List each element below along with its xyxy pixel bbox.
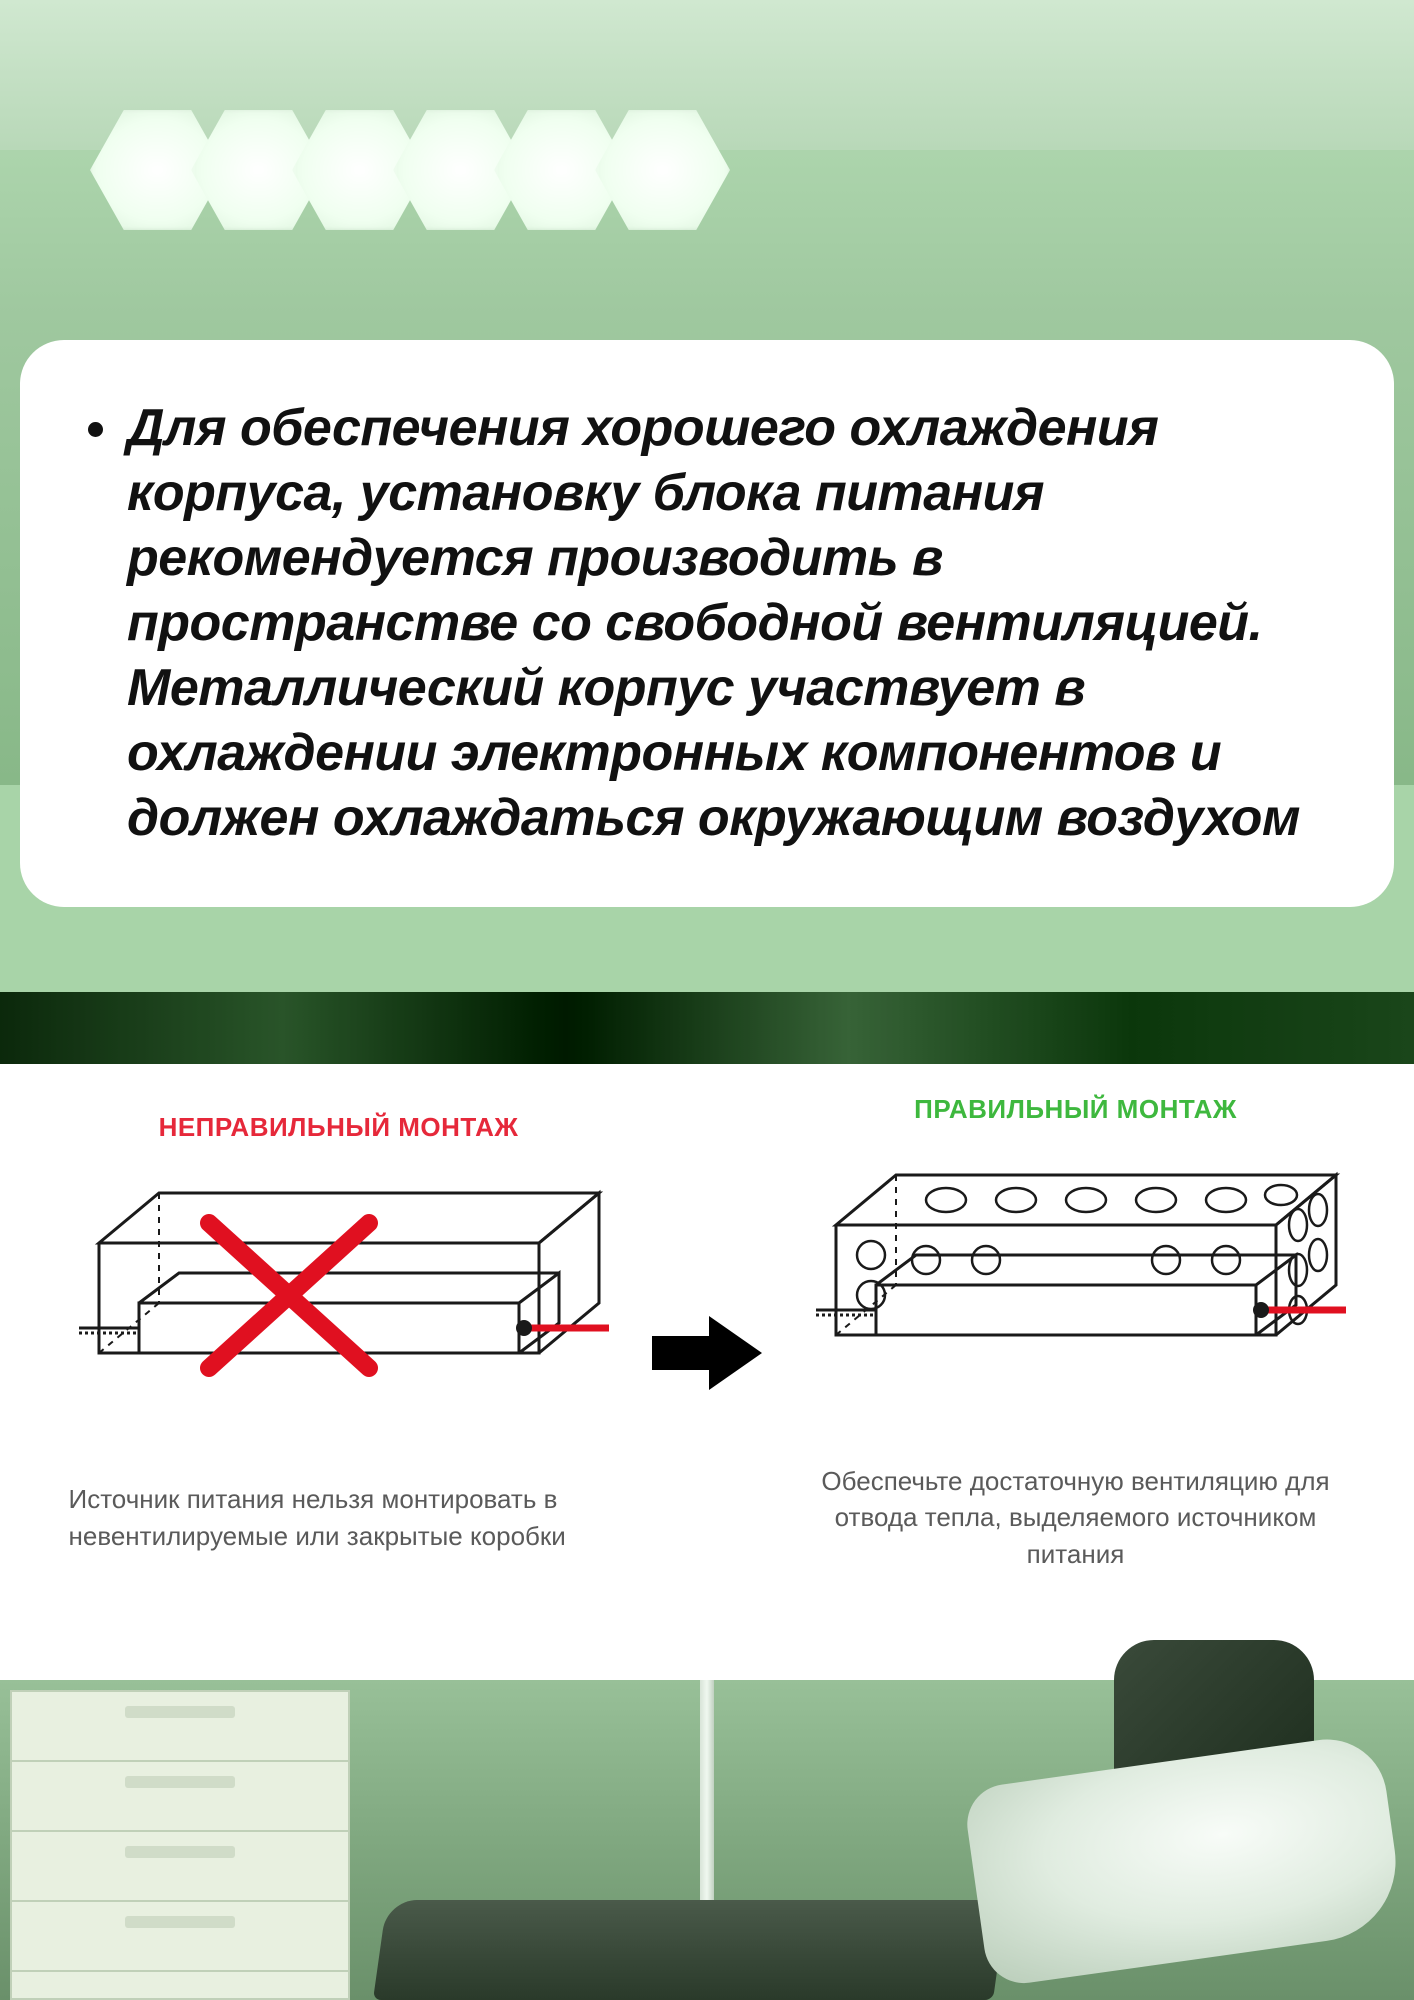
right-title: ПРАВИЛЬНЫЙ МОНТАЖ <box>914 1094 1237 1125</box>
info-card: Для обеспечения хорошего охлаждения корп… <box>20 340 1394 907</box>
hex-light-fixture <box>90 70 870 260</box>
diagram-section: НЕПРАВИЛЬНЫЙ МОНТАЖ <box>0 1064 1414 1680</box>
right-caption: Обеспечьте достаточную вентиляцию для от… <box>806 1463 1346 1572</box>
wrong-title: НЕПРАВИЛЬНЫЙ МОНТАЖ <box>159 1112 519 1143</box>
right-box-diagram <box>806 1155 1346 1435</box>
bullet-item: Для обеспечения хорошего охлаждения корп… <box>88 396 1334 851</box>
arrow-icon <box>647 1308 767 1398</box>
gaming-chair <box>894 1640 1394 2000</box>
bullet-icon <box>88 422 103 437</box>
main-text: Для обеспечения хорошего охлаждения корп… <box>127 396 1334 851</box>
wrong-box-diagram <box>69 1173 609 1453</box>
right-column: ПРАВИЛЬНЫЙ МОНТАЖ <box>767 1094 1384 1572</box>
wrong-column: НЕПРАВИЛЬНЫЙ МОНТАЖ <box>30 1112 647 1554</box>
monitor-strip <box>0 992 1414 1064</box>
drawer-unit <box>10 1690 350 2000</box>
wrong-caption: Источник питания нельзя монтировать в не… <box>69 1481 609 1554</box>
pole <box>700 1680 714 1900</box>
